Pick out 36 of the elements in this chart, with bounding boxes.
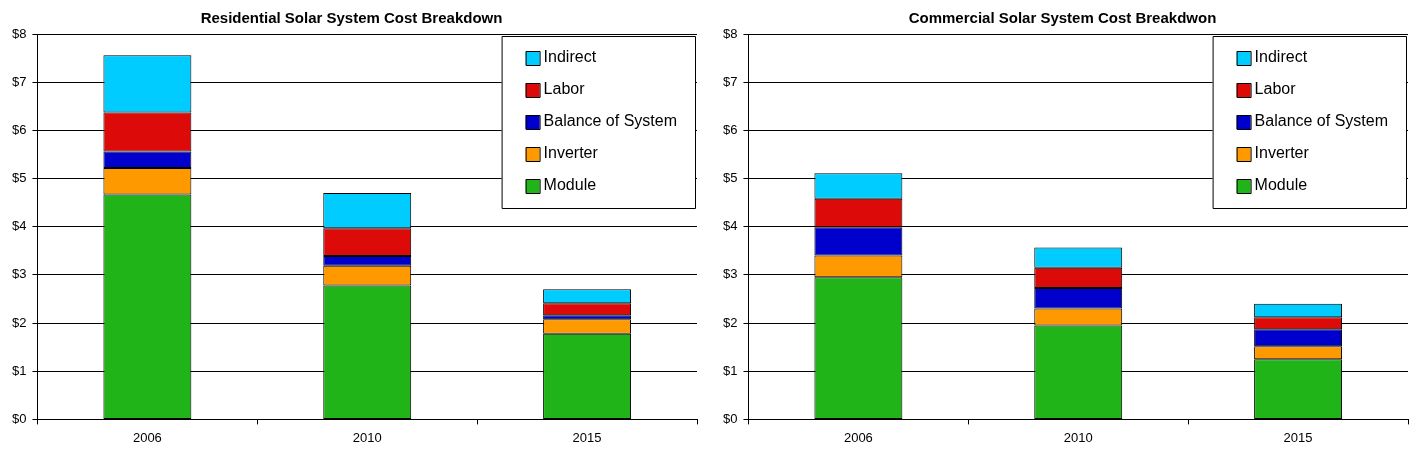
x-tick-label: 2006	[843, 429, 873, 445]
y-tick-label: $7	[11, 73, 27, 89]
y-tick-label: $0	[722, 410, 738, 426]
legend-label: Balance of System	[1254, 112, 1389, 130]
y-tick-label: $1	[722, 362, 738, 378]
y-tick-label: $1	[11, 362, 27, 378]
legend-label: Indirect	[543, 48, 597, 66]
legend-label: Balance of System	[543, 112, 678, 130]
chart-title: Commercial Solar System Cost Breakdwon	[908, 9, 1217, 27]
x-tick-label: 2006	[132, 429, 162, 445]
y-tick-label: $4	[11, 218, 27, 234]
legend-label: Inverter	[543, 144, 599, 162]
legend-label: Indirect	[1254, 48, 1308, 66]
y-tick-label: $5	[722, 170, 738, 186]
y-tick-label: $3	[11, 266, 27, 282]
y-tick-label: $0	[11, 410, 27, 426]
chart-title: Residential Solar System Cost Breakdown	[200, 9, 503, 27]
legend-label: Module	[1254, 176, 1308, 194]
legend-label: Labor	[543, 80, 586, 98]
y-tick-label: $6	[722, 121, 738, 137]
x-tick-label: 2010	[1063, 429, 1093, 445]
x-tick-label: 2015	[1283, 429, 1313, 445]
y-tick-label: $6	[11, 121, 27, 137]
y-tick-label: $4	[722, 218, 738, 234]
legend-label: Module	[543, 176, 597, 194]
y-tick-label: $7	[722, 73, 738, 89]
y-tick-label: $8	[722, 25, 738, 41]
legend-label: Labor	[1254, 80, 1297, 98]
y-tick-label: $5	[11, 170, 27, 186]
y-tick-label: $2	[722, 314, 738, 330]
y-tick-label: $2	[11, 314, 27, 330]
x-tick-label: 2010	[352, 429, 382, 445]
y-tick-label: $8	[11, 25, 27, 41]
x-tick-label: 2015	[572, 429, 602, 445]
legend-label: Inverter	[1254, 144, 1310, 162]
y-tick-label: $3	[722, 266, 738, 282]
